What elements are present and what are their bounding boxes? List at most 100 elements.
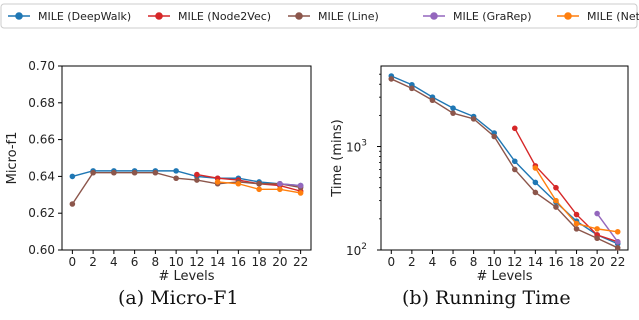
data-point	[553, 204, 559, 210]
running-time-chart: 0 2 4 6 8 10 12 14 16 18 20 22 102 103 # Levels Time…	[330, 65, 629, 284]
x-tick-label: 22	[293, 255, 308, 269]
data-point	[214, 179, 221, 185]
data-point	[69, 173, 76, 180]
x-tick-label: 18	[251, 255, 266, 269]
data-point	[152, 169, 159, 176]
x-tick-label: 12	[507, 255, 522, 269]
data-point	[614, 245, 621, 251]
x-tick-label: 8	[152, 255, 160, 269]
x-tick-label: 16	[231, 255, 246, 269]
micro-f1-y-axis-label: Micro-f1	[5, 132, 20, 185]
data-point	[573, 220, 580, 227]
legend-swatch-marker	[15, 12, 23, 20]
data-point	[111, 169, 117, 176]
series-line	[596, 213, 619, 243]
micro-f1-x-axis-label: # Levels	[158, 269, 214, 284]
data-point	[511, 166, 518, 173]
legend-entry-label: MILE (DeepWalk)	[38, 10, 131, 23]
x-tick-label: 20	[272, 255, 287, 269]
y-tick-label: 103	[346, 139, 367, 155]
x-tick-label: 12	[189, 255, 204, 269]
data-point	[573, 211, 580, 218]
data-point	[594, 226, 600, 232]
data-point	[409, 85, 415, 92]
x-tick-label: 14	[210, 255, 225, 269]
x-tick-label: 0	[387, 255, 395, 269]
data-point	[614, 228, 621, 235]
data-point	[277, 186, 283, 193]
x-tick-label: 14	[528, 255, 543, 269]
data-point	[532, 165, 539, 171]
series-mile-line	[388, 76, 621, 251]
y-tick-label: 0.68	[28, 96, 55, 110]
series-line	[514, 127, 618, 243]
running-time-plot-frame	[380, 65, 629, 251]
data-point	[173, 175, 179, 182]
data-point	[491, 133, 498, 140]
running-time-y-axis-label: Time (mins)	[330, 119, 345, 197]
x-tick-label: 4	[429, 255, 437, 269]
x-tick-label: 8	[470, 255, 478, 269]
micro-f1-y-ticks: 0.60 0.62 0.64 0.66 0.68 0.70	[28, 59, 62, 257]
data-point	[256, 186, 262, 193]
x-tick-label: 0	[69, 255, 77, 269]
series-mile-deepwalk	[69, 168, 304, 189]
data-point	[194, 171, 200, 178]
y-tick-label: 0.64	[28, 169, 55, 183]
running-time-series	[388, 73, 621, 251]
series-line	[71, 172, 301, 205]
caption-running-time: (b) Running Time	[402, 287, 571, 309]
series-mile-netmf	[532, 165, 621, 235]
legend-swatch-marker	[155, 12, 163, 20]
legend-entry-label: MILE (GraRep)	[453, 10, 532, 23]
data-point	[553, 197, 559, 204]
data-point	[173, 168, 179, 174]
data-point	[594, 235, 600, 242]
x-tick-label: 2	[408, 255, 416, 269]
running-time-x-ticks: 0 2 4 6 8 10 12 14 16 18 20 22	[387, 250, 625, 269]
legend-swatch-marker	[295, 12, 303, 20]
y-tick-label: 0.62	[28, 206, 55, 220]
data-point	[131, 169, 138, 176]
series-line	[391, 78, 619, 249]
data-point	[69, 201, 76, 207]
data-point	[532, 179, 539, 186]
legend: MILE (DeepWalk) MILE (Node2Vec) MILE (Line…	[0, 3, 639, 29]
series-mile-line	[69, 169, 304, 207]
x-tick-label: 6	[449, 255, 457, 269]
data-point	[194, 177, 200, 183]
running-time-y-ticks: 102 103	[346, 73, 381, 258]
x-tick-label: 22	[610, 255, 625, 269]
data-point	[297, 190, 304, 196]
series-line	[279, 183, 301, 187]
legend-entry-label: MILE (Line)	[318, 10, 379, 23]
data-point	[90, 169, 96, 176]
data-point	[614, 239, 621, 245]
x-tick-label: 20	[589, 255, 604, 269]
series-mile-grarep	[277, 180, 304, 189]
data-point	[470, 116, 477, 122]
legend-entry-label: MILE (NetMF)	[587, 10, 639, 23]
x-tick-label: 10	[487, 255, 502, 269]
x-tick-label: 2	[89, 255, 97, 269]
x-tick-label: 16	[548, 255, 563, 269]
micro-f1-plot-frame	[61, 65, 312, 251]
data-point	[235, 180, 242, 187]
data-point	[594, 210, 600, 217]
x-tick-label: 6	[131, 255, 139, 269]
data-point	[297, 182, 304, 189]
micro-f1-series	[69, 168, 304, 207]
y-tick-label: 0.70	[28, 59, 55, 73]
x-tick-label: 4	[110, 255, 118, 269]
y-tick-label: 0.60	[28, 243, 55, 257]
series-mile-grarep	[594, 210, 621, 245]
x-tick-label: 18	[569, 255, 584, 269]
data-point	[388, 76, 395, 82]
legend-entry-label: MILE (Node2Vec)	[178, 10, 271, 23]
legend-swatch-marker	[430, 12, 438, 20]
data-point	[429, 97, 436, 104]
data-point	[450, 110, 456, 116]
data-point	[511, 125, 518, 132]
data-point	[256, 180, 262, 187]
